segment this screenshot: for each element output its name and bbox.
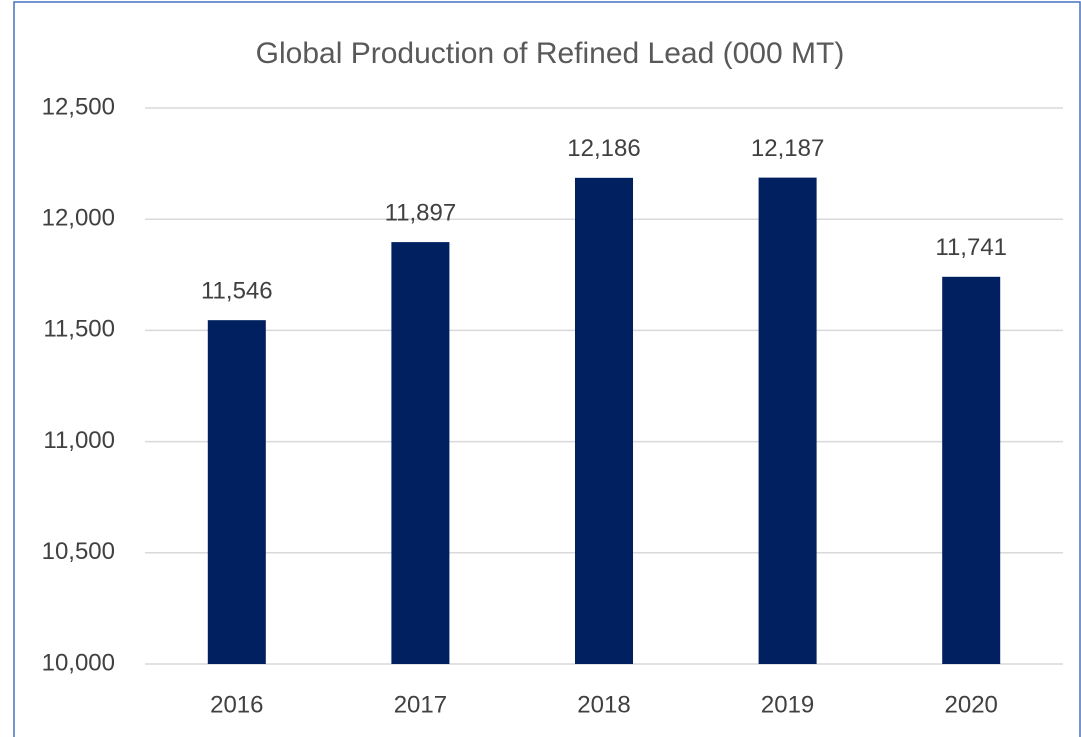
y-tick-label: 12,500 (42, 93, 115, 120)
x-tick-label: 2016 (210, 691, 263, 718)
y-tick-label: 12,000 (42, 205, 115, 232)
y-tick-label: 11,500 (43, 316, 115, 343)
x-tick-label: 2017 (394, 691, 447, 718)
bar (574, 177, 634, 664)
y-tick-label: 11,000 (43, 427, 115, 454)
y-tick-label: 10,500 (42, 538, 115, 565)
bar (758, 177, 817, 664)
x-tick-label: 2018 (577, 691, 630, 718)
bar (207, 320, 266, 664)
bar (391, 242, 450, 665)
chart-border (13, 1, 1081, 737)
bar (942, 276, 1001, 664)
x-tick-label: 2019 (761, 691, 814, 718)
data-label: 12,187 (751, 135, 824, 162)
y-tick-label: 10,000 (42, 649, 115, 676)
data-label: 11,546 (201, 278, 273, 305)
data-label: 11,741 (935, 234, 1007, 261)
chart-title: Global Production of Refined Lead (000 M… (256, 37, 845, 70)
data-label: 12,186 (567, 135, 640, 162)
x-tick-label: 2020 (945, 691, 998, 718)
data-label: 11,897 (385, 199, 457, 226)
